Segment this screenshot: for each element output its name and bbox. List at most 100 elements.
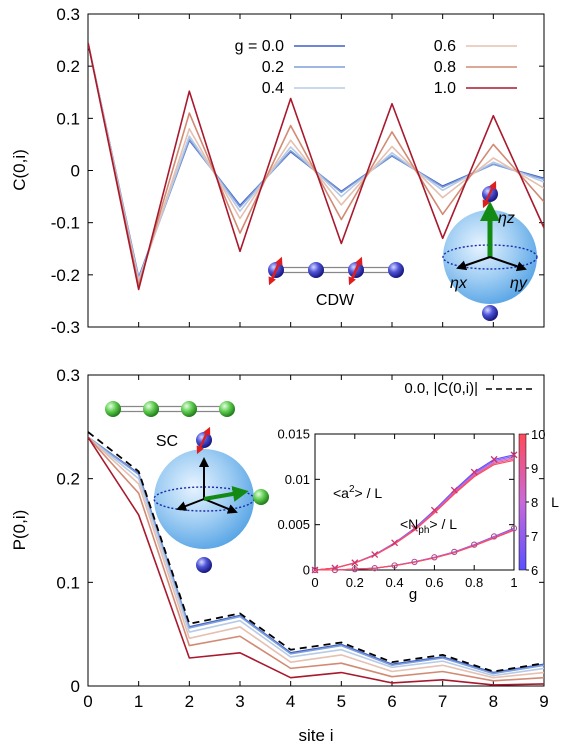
inset-label-nph: <Nph> / L	[400, 516, 457, 536]
sphere-equator	[442, 244, 538, 270]
top-series-lines	[88, 42, 544, 291]
y-tick-label: 0.3	[56, 366, 80, 385]
spin-arrow-icon	[482, 183, 495, 209]
inset-point	[510, 451, 518, 459]
series-line-4	[88, 436, 544, 682]
y-tick-label: 0	[71, 161, 80, 180]
bottom-x-ticks: 0 1 2 3 4 5 6 7 8 9	[83, 375, 549, 711]
sphere-south-pole	[482, 305, 498, 321]
inset-y-ticks: 0.015 0.01 0.005 0	[277, 427, 514, 578]
bottom-x-axis-label: site i	[299, 726, 334, 745]
spin-arrow-icon	[196, 429, 209, 455]
inset-point	[510, 525, 518, 532]
bottom-series-lines	[88, 431, 544, 686]
eta-y-axis-icon	[489, 256, 527, 272]
y-tick-label: 0.1	[56, 109, 80, 128]
eta-x-label: ηx	[450, 275, 468, 292]
colorbar	[518, 433, 527, 571]
bottom-legend: 0.0, |C(0,i)|	[404, 380, 535, 397]
y-tick-label: 0.3	[56, 5, 80, 24]
colorbar-tick-label: 8	[531, 495, 538, 510]
bottom-panel: 0.3 0.2 0.1 0 0 1 2 3 4 5 6 7 8 9 P(0,i) site i 0.0,…	[10, 366, 559, 745]
inset-point	[391, 539, 399, 547]
top-panel: 0.3 0.2 0.1 0 -0.1 -0.2 -0.3 C(0,i) g = 0.0 0.…	[10, 5, 545, 337]
x-tick-label: 0	[311, 575, 318, 590]
inset-point	[331, 566, 339, 574]
legend-label-g08: 0.8	[434, 59, 456, 76]
inset-label-a2: <a2> / L	[333, 484, 382, 501]
y-tick-label: 0	[71, 677, 80, 696]
cdw-chain-illustration: CDW	[268, 256, 404, 309]
eta-x-axis-icon	[456, 256, 491, 271]
x-tick-label: 9	[539, 692, 548, 711]
colorbar-label: L	[551, 494, 559, 510]
inset-x-ticks: 0 0.2 0.4 0.6 0.8 1	[311, 434, 518, 590]
inset-x-axis-label: g	[409, 586, 417, 603]
sc-site-3	[181, 401, 197, 417]
legend-label-reference: 0.0, |C(0,i)|	[404, 380, 478, 397]
x-tick-label: 2	[185, 692, 194, 711]
x-tick-label: 0.6	[425, 575, 443, 590]
series-line-3	[88, 436, 544, 679]
eta-y-label: ηy	[510, 275, 528, 292]
eta-z-label: ηz	[498, 210, 515, 227]
inset-point	[351, 559, 359, 567]
inset-point	[431, 554, 438, 561]
x-axis-icon	[176, 498, 205, 511]
inset-point	[470, 468, 478, 476]
y-tick-label: -0.3	[51, 318, 80, 337]
top-y-ticks: 0.3 0.2 0.1 0 -0.1 -0.2 -0.3	[51, 5, 545, 337]
legend-label-g06: 0.6	[434, 38, 456, 55]
inset-series	[311, 451, 518, 574]
colorbar-tick-label: 6	[531, 563, 538, 578]
top-y-axis-label: C(0,i)	[10, 149, 29, 191]
inset-point	[371, 565, 378, 572]
eta-sphere-illustration: ηz ηx ηy	[442, 180, 538, 321]
cdw-site-2	[308, 262, 324, 278]
series-line-1	[88, 436, 544, 675]
inset-point	[411, 524, 418, 532]
bottom-plot-frame	[87, 374, 545, 687]
colorbar-tick-label: 7	[531, 529, 538, 544]
inset-point	[490, 455, 498, 463]
inset-point	[351, 565, 358, 573]
y-tick-label: 0.1	[56, 573, 80, 592]
inset-series-0-L4	[314, 459, 515, 571]
spin-arrow-icon	[268, 259, 281, 286]
y-tick-label: 0.01	[285, 472, 310, 487]
cdw-label: CDW	[316, 292, 355, 309]
x-tick-label: 0.2	[346, 575, 364, 590]
sc-site-1	[105, 401, 121, 417]
colorbar-ticks: 10 9 8 7 6	[526, 427, 545, 578]
order-parameter-arrow-icon	[203, 486, 249, 502]
inset-point	[450, 486, 458, 494]
y-tick-label: -0.1	[51, 214, 80, 233]
sc-sphere-illustration	[153, 426, 269, 573]
x-tick-label: 1	[510, 575, 517, 590]
sc-site-4	[219, 401, 235, 417]
legend-label-g10: 1.0	[434, 80, 456, 97]
y-tick-label: 0.2	[56, 57, 80, 76]
reference-line	[88, 431, 544, 673]
y-tick-label: 0.2	[56, 470, 80, 489]
colorbar-tick-label: 9	[531, 461, 538, 476]
bottom-y-axis-label: P(0,i)	[10, 510, 29, 551]
series-line-5	[88, 436, 544, 686]
y-tick-label: 0	[303, 563, 310, 578]
x-tick-label: 8	[489, 692, 498, 711]
x-tick-label: 0	[83, 692, 92, 711]
x-tick-label: 0.8	[465, 575, 483, 590]
x-tick-label: 0.4	[386, 575, 404, 590]
inset-point	[311, 566, 319, 574]
sc-chain-illustration: SC	[105, 401, 235, 450]
top-legend: g = 0.0 0.2 0.4 0.6 0.8 1.0	[235, 38, 517, 97]
y-tick-label: 0.005	[277, 517, 310, 532]
inset-point	[471, 541, 478, 548]
inset-point	[411, 558, 418, 565]
inset-point	[371, 551, 379, 559]
legend-label-g04: 0.4	[262, 80, 284, 97]
x-tick-label: 6	[387, 692, 396, 711]
inset-frame	[314, 433, 515, 571]
inset-point	[451, 548, 458, 556]
y-axis-icon	[203, 498, 238, 514]
